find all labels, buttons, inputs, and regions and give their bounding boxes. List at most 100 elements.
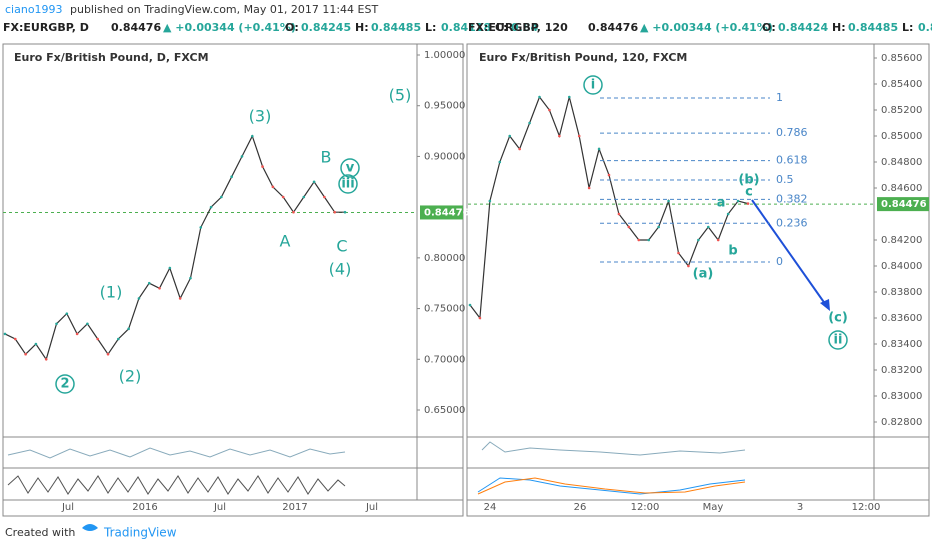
close-point: [158, 286, 161, 290]
indicator: [7, 447, 346, 459]
wave-label: (c): [828, 311, 848, 326]
close-point: [86, 322, 89, 326]
x-tick-label: Jul: [365, 502, 378, 513]
close-point: [117, 337, 120, 341]
close-point: [468, 303, 472, 307]
close-point: [271, 185, 275, 189]
close-point: [706, 225, 710, 229]
price-tag-label: 0.84476: [424, 207, 470, 218]
close-point: [55, 322, 58, 326]
header-text: 0.84118: [441, 21, 491, 34]
header-text: ▲ +0.00344 (+0.41%): [640, 21, 773, 34]
fib-label: 0.618: [776, 154, 808, 167]
wave-label: (2): [119, 367, 142, 386]
y-tick-label: 0.85400: [881, 79, 922, 90]
close-point: [687, 264, 690, 268]
price-series: [469, 95, 749, 320]
x-tick-label: 24: [484, 502, 497, 513]
header-text: 0.84: [511, 21, 538, 34]
author[interactable]: ciano1993: [5, 3, 63, 16]
y-tick-label: 0.84200: [881, 235, 922, 246]
close-point: [302, 195, 306, 199]
close-point: [250, 134, 254, 138]
close-point: [343, 210, 347, 214]
close-point: [558, 134, 561, 138]
header-text: 0.84424: [778, 21, 828, 34]
close-point: [528, 121, 531, 125]
wave-circle: [340, 158, 360, 178]
y-tick-label: 0.84000: [881, 261, 922, 272]
fib-label: 0.5: [776, 173, 794, 186]
close-point: [647, 238, 651, 242]
wave-label: b: [728, 244, 737, 259]
close-point: [607, 173, 611, 177]
close-point: [716, 238, 720, 242]
wave-circle: [583, 75, 603, 95]
wave-label: C: [336, 237, 347, 256]
y-tick-label: 0.85600: [881, 53, 922, 64]
projection-arrow: [751, 199, 829, 309]
x-tick-label: 2016: [132, 502, 157, 513]
header-text: H:: [832, 21, 846, 34]
wave-label: (1): [100, 283, 123, 302]
y-tick-label: 0.83600: [881, 313, 922, 324]
header-text: 0.84476: [588, 21, 638, 34]
close-point: [127, 327, 130, 331]
panel-title: Euro Fx/British Pound, 120, FXCM: [479, 51, 687, 64]
close-point: [137, 297, 141, 300]
close-point: [281, 195, 285, 199]
header-text: ▲ +0.00344 (+0.41%): [163, 21, 296, 34]
price-tag: [420, 205, 463, 220]
y-tick-label: 1.00000: [424, 50, 465, 61]
close-point: [667, 199, 670, 203]
close-point: [168, 266, 172, 270]
fib-label: 0.236: [776, 216, 808, 229]
wave-circle: [55, 374, 75, 394]
header-text: 0.84245: [301, 21, 351, 34]
close-point: [333, 210, 336, 214]
header-text: O:: [285, 21, 299, 34]
header-text: FX:EURGBP, 120: [468, 21, 568, 34]
wave-label: ii: [834, 333, 843, 348]
panel-title: Euro Fx/British Pound, D, FXCM: [14, 51, 209, 64]
close-point: [587, 186, 591, 190]
logo: [82, 524, 98, 531]
close-point: [75, 332, 79, 336]
y-tick-label: 0.82800: [881, 417, 922, 428]
wave-label: 2: [60, 377, 69, 392]
wave-circle: [828, 330, 848, 350]
signal: [477, 477, 746, 495]
close-point: [199, 226, 203, 229]
y-tick-label: 0.84800: [881, 157, 922, 168]
wave-label: iii: [341, 177, 354, 192]
wave-label: (5): [389, 86, 412, 105]
x-tick-label: 3: [797, 502, 803, 513]
header-text: 0.84476: [111, 21, 161, 34]
close-point: [230, 175, 233, 179]
close-point: [96, 337, 100, 341]
y-tick-label: 0.70000: [424, 354, 465, 365]
y-tick-label: 0.75000: [424, 304, 465, 315]
close-point: [577, 134, 581, 138]
x-tick-label: 26: [574, 502, 587, 513]
wave-label: (b): [738, 173, 759, 188]
close-point: [240, 155, 244, 158]
close-point: [746, 202, 750, 205]
close-point: [697, 238, 700, 242]
close-point: [736, 199, 740, 203]
y-tick-label: 0.85200: [881, 105, 922, 116]
wave-label: c: [745, 185, 753, 200]
y-tick-label: 0.83200: [881, 365, 922, 376]
close-point: [637, 238, 641, 242]
close-point: [567, 95, 571, 99]
close-point: [178, 297, 182, 300]
header-text: FX:EURGBP, D: [3, 21, 89, 34]
fib-label: 0: [776, 255, 783, 268]
brand[interactable]: TradingView: [103, 526, 177, 540]
fib-label: 1: [776, 91, 783, 104]
close-point: [209, 205, 213, 209]
x-tick-label: Jul: [61, 502, 74, 513]
close-point: [538, 95, 541, 99]
header-text: H:: [355, 21, 369, 34]
